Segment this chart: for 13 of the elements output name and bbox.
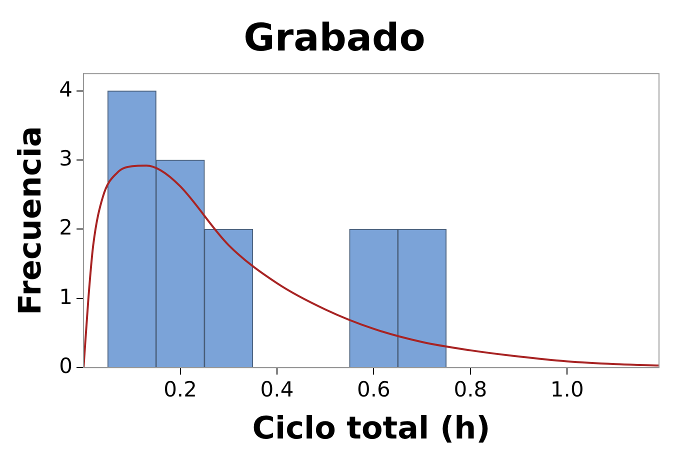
y-axis-title: Frecuencia [12, 126, 49, 316]
x-axis-title: Ciclo total (h) [252, 410, 490, 446]
x-tick-label: 0.4 [260, 378, 294, 402]
y-tick-label: 2 [59, 216, 73, 240]
y-tick-label: 0 [59, 354, 73, 378]
y-tick-label: 1 [59, 284, 73, 309]
x-tick-label: 0.8 [454, 378, 488, 402]
y-tick-label: 3 [59, 146, 73, 171]
x-tick-label: 1.0 [550, 378, 584, 402]
chart-title: Grabado [244, 16, 426, 60]
y-tick-label: 4 [59, 77, 73, 102]
x-tick-label: 0.2 [164, 378, 197, 402]
x-tick-label: 0.6 [356, 378, 390, 402]
